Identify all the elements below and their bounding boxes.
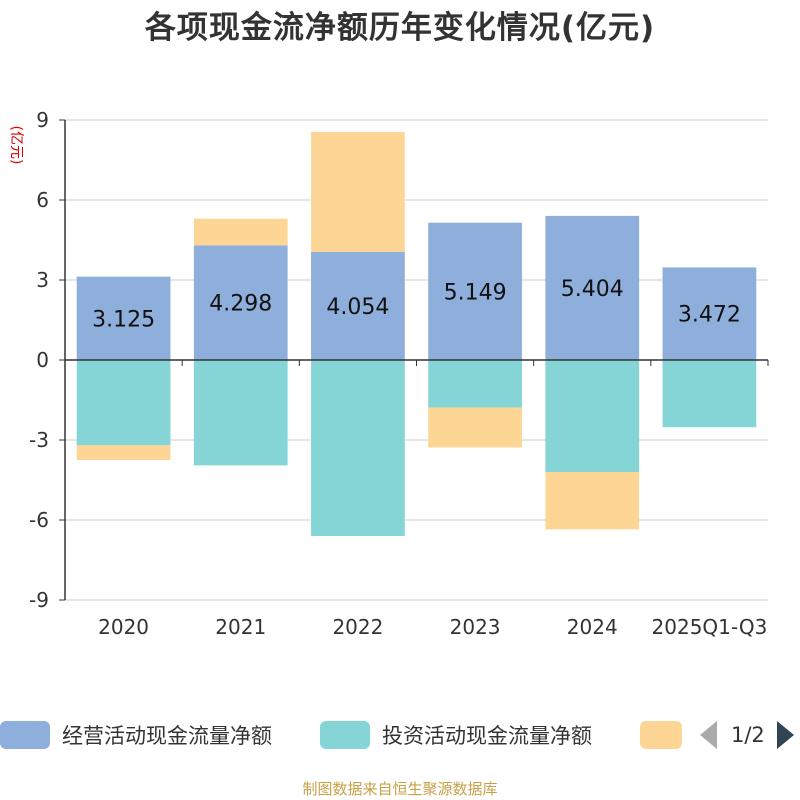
bar-operating xyxy=(311,251,405,360)
bar-operating xyxy=(545,215,640,360)
x-tick-label: 2025Q1-Q3 xyxy=(652,615,768,639)
source-note: 制图数据来自恒生聚源数据库 xyxy=(302,780,498,798)
bar-investing xyxy=(193,360,288,466)
gridlines xyxy=(65,119,768,601)
legend-swatch-operating xyxy=(0,721,50,749)
legend-next-icon[interactable] xyxy=(776,721,794,749)
data-label: 3.472 xyxy=(678,303,741,328)
y-tick-label: 9 xyxy=(36,108,49,132)
legend-label-operating: 经营活动现金流量净额 xyxy=(62,724,272,748)
x-tick-label: 2022 xyxy=(332,615,383,639)
y-tick-label: 0 xyxy=(36,348,49,372)
bars xyxy=(76,131,757,536)
legend-swatch-financing xyxy=(640,721,682,749)
bar-operating xyxy=(662,267,757,360)
chart-area: 9 6 3 0 -3 -6 -9 2020 2021 2022 2023 2024 2025Q1-Q3 (… xyxy=(8,108,769,639)
data-label: 3.125 xyxy=(92,307,155,332)
y-tick-label: -6 xyxy=(29,508,49,532)
data-label: 5.404 xyxy=(561,277,624,302)
bar-financing xyxy=(193,218,288,246)
bar-investing xyxy=(311,360,405,536)
x-tick-label: 2021 xyxy=(215,615,266,639)
legend-item-investing[interactable]: 投资活动现金流量净额 xyxy=(320,718,592,752)
bar-operating xyxy=(193,245,288,360)
x-tick-label: 2023 xyxy=(450,615,501,639)
y-tick-label: 3 xyxy=(36,268,49,292)
legend-prev-icon[interactable] xyxy=(700,721,717,749)
legend: 经营活动现金流量净额 投资活动现金流量净额 1/2 xyxy=(0,718,800,752)
x-tick-label: 2024 xyxy=(567,615,618,639)
bar-financing xyxy=(76,445,171,460)
legend-item-financing[interactable] xyxy=(640,718,682,752)
bar-operating xyxy=(76,276,171,360)
bar-investing xyxy=(545,360,640,472)
bar-investing xyxy=(662,360,757,428)
y-tick-label: -3 xyxy=(29,428,49,452)
data-label: 4.054 xyxy=(326,295,389,320)
legend-page-indicator: 1/2 xyxy=(731,723,765,747)
legend-pager: 1/2 xyxy=(700,718,794,752)
bar-financing xyxy=(545,472,640,530)
bar-investing xyxy=(76,360,171,446)
chart-title: 各项现金流净额历年变化情况(亿元) xyxy=(144,10,656,46)
data-label: 5.149 xyxy=(444,280,507,305)
bar-investing xyxy=(428,360,522,408)
y-tick-label: -9 xyxy=(29,588,49,612)
bar-financing xyxy=(428,407,522,448)
bar-operating xyxy=(428,222,522,360)
y-axis-unit: (亿元) xyxy=(8,126,24,165)
bar-financing xyxy=(311,131,405,252)
data-label: 4.298 xyxy=(209,292,272,317)
axes: 9 6 3 0 -3 -6 -9 2020 2021 2022 2023 2024 2025Q1-Q3 (… xyxy=(8,108,769,639)
y-tick-label: 6 xyxy=(36,188,49,212)
legend-item-operating[interactable]: 经营活动现金流量净额 xyxy=(0,718,272,752)
labels: 3.125 4.298 4.054 5.149 5.404 3.472 xyxy=(92,277,741,332)
legend-swatch-investing xyxy=(320,721,370,749)
legend-label-investing: 投资活动现金流量净额 xyxy=(382,724,592,748)
x-tick-label: 2020 xyxy=(98,615,149,639)
